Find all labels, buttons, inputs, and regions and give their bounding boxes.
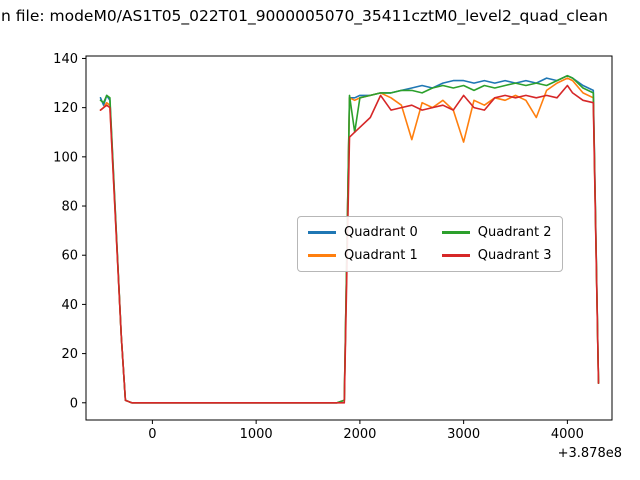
x-tick-label: 1000 <box>240 427 273 442</box>
legend-item-quadrant-1: Quadrant 1 <box>308 248 418 263</box>
x-axis-offset-label: +3.878e8 <box>557 446 622 461</box>
y-tick-label: 120 <box>53 101 78 116</box>
y-tick-label: 20 <box>61 347 78 362</box>
y-tick-label: 100 <box>53 150 78 165</box>
x-tick-label: 2000 <box>343 427 376 442</box>
series-line-quadrant-3 <box>99 84 600 404</box>
legend-label-quadrant-0: Quadrant 0 <box>344 225 418 240</box>
legend-label-quadrant-1: Quadrant 1 <box>344 248 418 263</box>
chart-title: n file: modeM0/AS1T05_022T01_9000005070_… <box>1 7 608 25</box>
y-tick-label: 60 <box>61 249 78 264</box>
axes-frame <box>85 55 613 421</box>
legend-label-quadrant-2: Quadrant 2 <box>477 225 552 240</box>
legend-item-quadrant-2: Quadrant 2 <box>441 225 552 240</box>
y-tick-label: 80 <box>61 200 78 215</box>
x-tick-label: 4000 <box>551 427 584 442</box>
legend-swatch-quadrant-0 <box>308 231 336 234</box>
legend-item-quadrant-3: Quadrant 3 <box>441 248 552 263</box>
y-tick-label: 140 <box>53 52 78 67</box>
legend-swatch-quadrant-1 <box>308 254 336 257</box>
legend: Quadrant 0 Quadrant 1 Quadrant 2 Quadran… <box>297 216 563 272</box>
legend-swatch-quadrant-3 <box>441 254 470 257</box>
y-tick-label: 0 <box>70 396 78 411</box>
legend-swatch-quadrant-2 <box>441 231 470 234</box>
legend-item-quadrant-0: Quadrant 0 <box>308 225 418 240</box>
x-tick-label: 0 <box>148 427 156 442</box>
y-tick-label: 40 <box>61 298 78 313</box>
legend-label-quadrant-3: Quadrant 3 <box>477 248 552 263</box>
x-tick-label: 3000 <box>447 427 480 442</box>
